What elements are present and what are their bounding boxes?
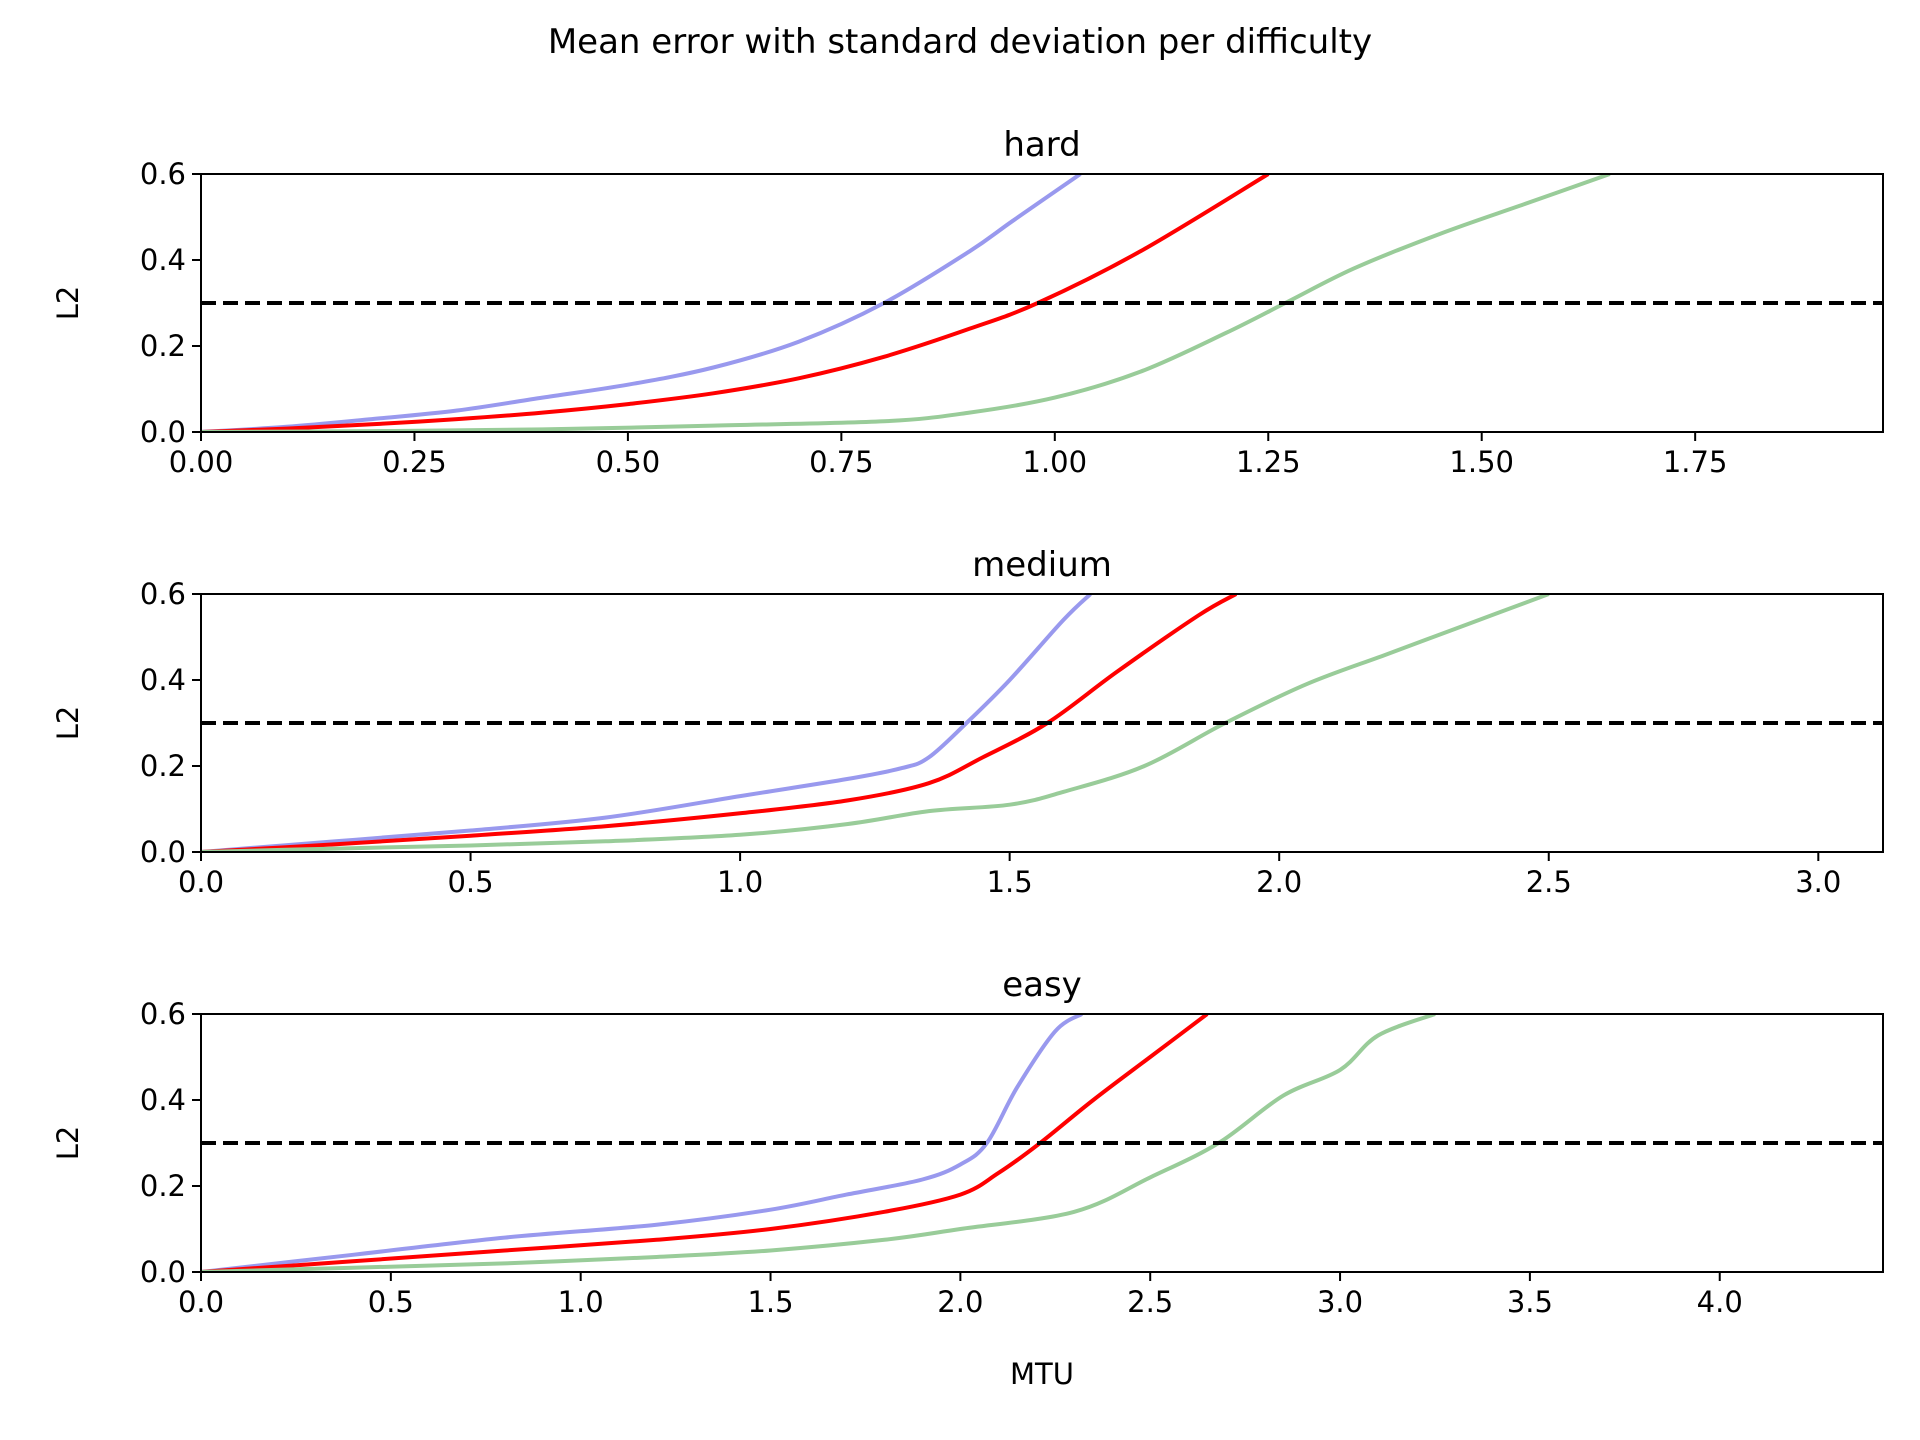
x-axis-label: MTU: [1010, 1357, 1074, 1391]
panel-title-easy: easy: [1002, 965, 1082, 1005]
plot-frame-medium: [200, 593, 1884, 853]
x-tick-label-hard-6: 1.50: [1449, 445, 1514, 479]
y-tick-label-easy-2: 0.4: [140, 1083, 186, 1117]
x-tick-label-hard-0: 0.00: [169, 445, 234, 479]
x-tick-label-medium-2: 1.0: [717, 865, 763, 899]
x-tick-label-hard-1: 0.25: [382, 445, 447, 479]
panel-title-medium: medium: [972, 545, 1112, 585]
plot-frame-easy: [200, 1013, 1884, 1273]
panel-easy: easy L2 0.0 0.5 1.0 1.5 2.0 2.5 3.0 3.5 4.0 0.0 0.2 0…: [51, 965, 1884, 1319]
y-tick-label-medium-1: 0.2: [140, 749, 186, 783]
series-line-medium-3: [201, 594, 1550, 852]
y-axis-label-medium: L2: [51, 706, 85, 741]
figure-title: Mean error with standard deviation per d…: [547, 22, 1373, 62]
y-axis-label-easy: L2: [51, 1126, 85, 1161]
x-tick-label-medium-6: 3.0: [1795, 865, 1841, 899]
y-tick-label-hard-3: 0.6: [140, 157, 186, 191]
x-tick-label-easy-5: 2.5: [1127, 1285, 1173, 1319]
panel-medium: medium L2 0.0 0.5 1.0 1.5 2.0 2.5 3.0 0.0 0.2 0.4 0.…: [51, 545, 1884, 899]
x-tick-label-hard-4: 1.00: [1023, 445, 1088, 479]
series-line-easy-1: [201, 1014, 1083, 1272]
series-line-hard-1: [201, 174, 1082, 432]
series-line-easy-3: [201, 1014, 1436, 1272]
plot-frame-hard: [200, 173, 1884, 433]
x-tick-label-medium-5: 2.5: [1526, 865, 1572, 899]
y-tick-label-hard-1: 0.2: [140, 329, 186, 363]
panel-title-hard: hard: [1003, 125, 1080, 165]
series-line-hard-3: [201, 174, 1611, 432]
x-tick-label-medium-1: 0.5: [447, 865, 493, 899]
series-line-easy-2: [201, 1014, 1209, 1272]
x-tick-label-hard-7: 1.75: [1663, 445, 1728, 479]
x-tick-label-easy-8: 4.0: [1697, 1285, 1743, 1319]
y-tick-label-easy-0: 0.0: [140, 1255, 186, 1289]
y-axis-label-hard: L2: [51, 286, 85, 321]
x-tick-label-medium-3: 1.5: [987, 865, 1033, 899]
x-tick-label-easy-4: 2.0: [937, 1285, 983, 1319]
x-tick-label-easy-6: 3.0: [1317, 1285, 1363, 1319]
x-tick-label-easy-0: 0.0: [178, 1285, 224, 1319]
x-tick-label-hard-5: 1.25: [1236, 445, 1301, 479]
y-tick-label-easy-3: 0.6: [140, 997, 186, 1031]
y-tick-label-medium-3: 0.6: [140, 577, 186, 611]
x-tick-label-hard-2: 0.50: [596, 445, 661, 479]
y-tick-label-hard-0: 0.0: [140, 415, 186, 449]
series-line-hard-2: [201, 174, 1270, 432]
x-tick-label-hard-3: 0.75: [809, 445, 874, 479]
x-tick-label-easy-3: 1.5: [747, 1285, 793, 1319]
x-tick-label-easy-1: 0.5: [368, 1285, 414, 1319]
x-tick-label-easy-2: 1.0: [558, 1285, 604, 1319]
x-tick-label-medium-4: 2.0: [1256, 865, 1302, 899]
y-tick-label-hard-2: 0.4: [140, 243, 186, 277]
panel-hard: hard L2 0.00 0.25 0.50 0.75 1.00 1.25 1.50 1.75 0.…: [51, 125, 1884, 479]
x-tick-label-medium-0: 0.0: [178, 865, 224, 899]
y-tick-label-easy-1: 0.2: [140, 1169, 186, 1203]
y-tick-label-medium-0: 0.0: [140, 835, 186, 869]
x-tick-label-easy-7: 3.5: [1507, 1285, 1553, 1319]
series-line-medium-1: [201, 594, 1092, 852]
y-tick-label-medium-2: 0.4: [140, 663, 186, 697]
series-line-medium-2: [201, 594, 1238, 852]
